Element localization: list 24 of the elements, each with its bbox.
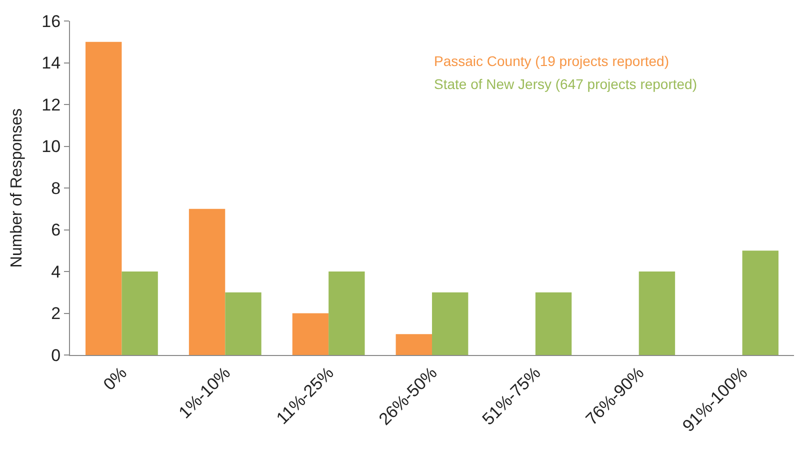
bar — [225, 292, 262, 355]
bar — [535, 292, 572, 355]
y-tick-label: 6 — [51, 220, 61, 240]
y-tick-label: 12 — [42, 95, 61, 114]
bar — [432, 292, 468, 355]
y-tick-label: 4 — [51, 262, 61, 282]
y-tick-label: 8 — [51, 178, 61, 198]
bar — [122, 272, 158, 355]
bar — [638, 272, 676, 355]
y-tick-label: 10 — [42, 137, 61, 156]
y-tick-label: 0 — [51, 346, 61, 365]
y-axis-title: Number of Responses — [8, 108, 26, 268]
text: State of New Jersy (647 projects reported) — [434, 76, 698, 92]
y-tick-label: 16 — [42, 12, 61, 31]
bar — [86, 42, 122, 355]
bar — [742, 250, 778, 355]
bar — [292, 313, 329, 355]
bar — [188, 208, 226, 355]
y-tick-label: 2 — [51, 304, 61, 324]
y-tick-label: 14 — [42, 54, 61, 73]
text: Passaic County (19 projects reported) — [434, 53, 669, 69]
bar — [328, 272, 365, 355]
x-tick-label: 0% — [100, 363, 131, 394]
bar — [396, 334, 432, 355]
